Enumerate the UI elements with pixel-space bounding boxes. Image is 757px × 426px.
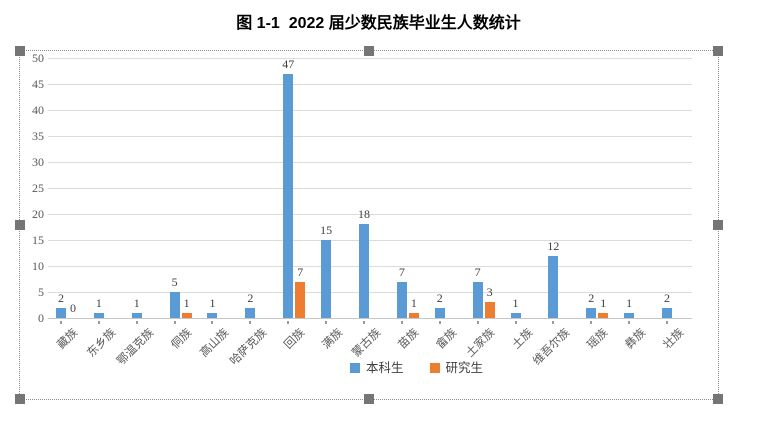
resize-handle-top-middle[interactable] bbox=[364, 46, 374, 56]
legend-label: 本科生 bbox=[366, 361, 404, 375]
legend-label: 研究生 bbox=[445, 361, 484, 375]
figure-caption: 图 1-1 2022 届少数民族毕业生人数统计 bbox=[236, 15, 521, 32]
chart-legend: 本科生 研究生 bbox=[350, 361, 483, 375]
chart-object-selection-box[interactable] bbox=[15, 46, 723, 404]
legend-item-undergraduate[interactable]: 本科生 bbox=[350, 361, 404, 375]
resize-handle-top-right[interactable] bbox=[713, 46, 723, 56]
legend-item-graduate[interactable]: 研究生 bbox=[429, 361, 484, 375]
resize-handle-bottom-right[interactable] bbox=[713, 394, 723, 404]
resize-handle-middle-right[interactable] bbox=[713, 220, 723, 230]
resize-handle-bottom-middle[interactable] bbox=[364, 394, 374, 404]
resize-handle-middle-left[interactable] bbox=[15, 220, 25, 230]
resize-handle-bottom-left[interactable] bbox=[15, 394, 25, 404]
legend-swatch-icon bbox=[350, 363, 360, 373]
legend-swatch-icon bbox=[429, 363, 440, 373]
resize-handle-top-left[interactable] bbox=[15, 46, 25, 56]
